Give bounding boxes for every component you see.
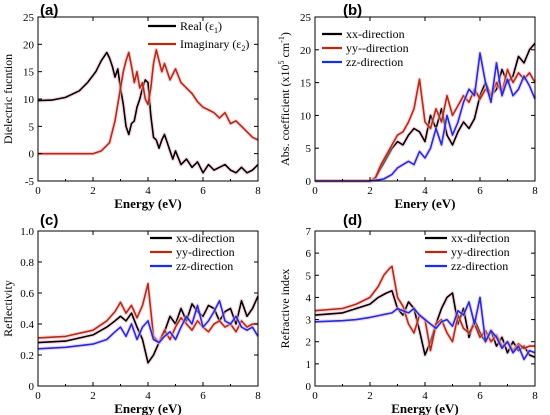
panel-c-xtick-label: 8 [255,390,261,402]
panel-c-series-0-glow [37,295,260,365]
panel-b-legend-label: xx-direction [346,27,405,41]
panel-b-ylabel-sup2: -1 [277,36,286,43]
panel-a-ytick-label: 0 [29,149,35,161]
panel-a-legend-end: ) [218,19,222,33]
panel-c-ytick-label: 0.8 [20,257,34,269]
panel-b-ytick-label: 5 [306,143,312,155]
panel-a-legend-sub: 1 [214,26,218,35]
panel-a-legend-label: Imaginary (ε2) [180,37,249,53]
panel-b-xlabel: Enery (eV) [394,196,455,211]
panel-a-ytick-label: 10 [23,94,35,106]
panel-d-xtick-label: 2 [367,390,373,402]
panel-a-xtick-label: 2 [90,185,96,197]
panel-d-ytick-label: 7 [306,226,312,238]
panel-c-ylabel: Reflectivity [1,280,15,337]
panel-c-ytick-label: 1.0 [20,226,34,238]
panel-a-legend-end: ) [245,37,249,51]
panel-d-xtick-label: 4 [422,390,428,402]
panel-b-ytick-label: 25 [300,12,312,24]
panel-a-ylabel: Dielectric fucntion [1,54,15,144]
panel-c-ytick-label: 0.4 [20,319,34,331]
panel-d-ytick-label: 2 [306,337,312,349]
panel-a-series-1-line [38,48,259,155]
panel-b-legend-label: yy--direction [346,41,409,55]
panel-a-ytick-label: 15 [23,67,35,79]
panel-d-ytick-label: 3 [306,315,312,327]
panel-b-series-1-line [315,68,536,182]
panel-a-xtick-label: 8 [255,185,261,197]
panel-d-ytick-label: 0 [306,381,312,393]
panel-a-xtick-label: 6 [200,185,206,197]
panel-c-legend-label: xx-direction [176,231,235,245]
panel-a-ytick-label: 20 [23,39,35,51]
panel-a-xlabel: Energy (eV) [114,196,182,211]
panel-c-legend-label: zz-direction [176,259,233,273]
panel-a-ytick-label: 5 [29,121,35,133]
panel-c-xtick-label: 0 [35,390,41,402]
panel-d-xlabel: Energy (eV) [391,401,459,415]
panel-a-series-0-line [37,51,259,174]
panel-d-ylabel: Refractive index [278,269,292,349]
panel-a-ytick-label: -5 [25,176,35,188]
panel-a-xtick-label: 0 [35,185,41,197]
panel-d-legend-label: yy-direction [451,245,510,259]
panel-d-ytick-label: 4 [306,292,312,304]
panel-c-xtick-label: 2 [90,390,96,402]
panel-b-legend-label: zz-direction [346,55,403,69]
panel-d-series-0-line [314,289,536,358]
panel-b-ylabel-sup: 5 [277,60,286,64]
panel-b-xtick-label: 0 [312,185,318,197]
panel-c-xlabel: Energy (eV) [114,401,182,415]
panel-c-label: (c) [40,212,58,229]
panel-b-ylabel-unit: cm [278,42,292,60]
panel-d-xtick-label: 6 [477,390,483,402]
panel-a-label: (a) [40,2,58,19]
panel-c-xtick-label: 6 [200,390,206,402]
panel-d-xtick-label: 8 [532,390,538,402]
panel-d-xtick-label: 0 [312,390,318,402]
panel-b-ylabel: Abs. coefficient (x105 cm-1) [277,32,292,166]
panel-b-xtick-label: 2 [367,185,373,197]
panel-a-ytick-label: 25 [23,12,35,24]
panel-a-legend-label: Real (ε1) [180,19,222,35]
panel-c-legend-label: yy-direction [176,245,235,259]
panel-d-series-2-line [314,296,536,361]
panel-b-label: (b) [343,2,362,19]
panel-b-ytick-label: 10 [300,110,312,122]
panel-c-ytick-label: 0.6 [20,288,34,300]
panel-d-ytick-label: 1 [306,359,312,371]
panel-c-ytick-label: 0 [29,381,35,393]
panel-b-series-2-line [315,52,536,182]
panel-d-legend-label: xx-direction [451,231,510,245]
panel-b-ylabel-close: ) [278,32,292,36]
panel-b-ytick-label: 0 [306,176,312,188]
panel-c-xtick-label: 4 [145,390,151,402]
panel-c-ytick-label: 0.2 [20,350,34,362]
panel-b-ytick-label: 15 [300,78,312,90]
panel-d-label: (d) [343,212,362,229]
panel-d-ytick-label: 5 [306,270,312,282]
panel-b-xtick-label: 8 [532,185,538,197]
panel-b-xtick-label: 6 [477,185,483,197]
panel-d-ytick-label: 6 [306,248,312,260]
panel-a-legend-sub: 2 [241,44,245,53]
panel-b-xtick-label: 4 [422,185,428,197]
panel-b-ytick-label: 20 [300,45,312,57]
panel-c-series-0-line [37,295,259,364]
panel-d-legend-label: zz-direction [451,259,508,273]
panel-a-xtick-label: 4 [145,185,151,197]
panel-c-series-2-line [37,299,259,350]
